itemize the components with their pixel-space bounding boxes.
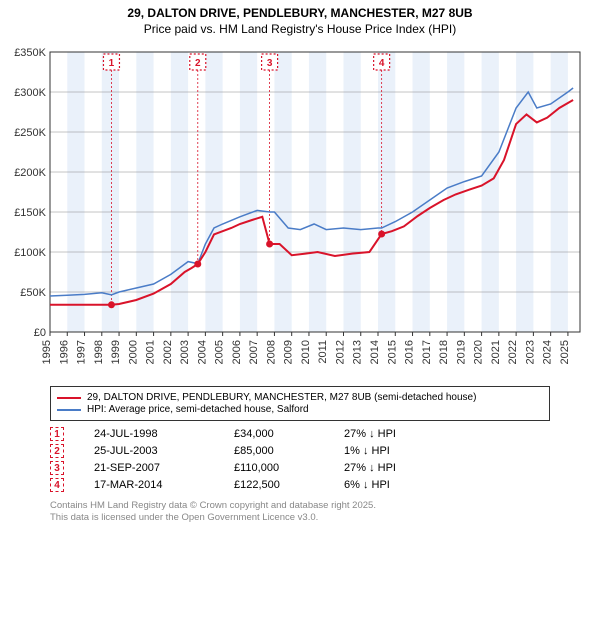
svg-text:£0: £0 — [34, 327, 46, 339]
sale-price: £122,500 — [234, 479, 344, 491]
svg-text:2001: 2001 — [145, 340, 157, 364]
sale-delta: 27% ↓ HPI — [344, 428, 424, 440]
svg-text:£300K: £300K — [14, 87, 46, 99]
svg-text:2022: 2022 — [507, 340, 519, 364]
svg-text:1995: 1995 — [41, 340, 53, 364]
sale-marker: 2 — [50, 444, 64, 458]
svg-text:£100K: £100K — [14, 247, 46, 259]
svg-text:2025: 2025 — [559, 340, 571, 364]
svg-text:4: 4 — [379, 58, 385, 69]
sale-date: 17-MAR-2014 — [94, 479, 234, 491]
svg-text:1: 1 — [109, 58, 115, 69]
svg-text:1999: 1999 — [110, 340, 122, 364]
sale-price: £85,000 — [234, 445, 344, 457]
svg-text:2009: 2009 — [283, 340, 295, 364]
sale-date: 24-JUL-1998 — [94, 428, 234, 440]
footer: Contains HM Land Registry data © Crown c… — [50, 500, 550, 525]
sale-row: 1 24-JUL-1998£34,00027% ↓ HPI — [50, 427, 550, 441]
svg-text:2021: 2021 — [490, 340, 502, 364]
svg-text:2020: 2020 — [473, 340, 485, 364]
sale-marker: 1 — [50, 427, 64, 441]
svg-text:1998: 1998 — [93, 340, 105, 364]
sale-date: 25-JUL-2003 — [94, 445, 234, 457]
svg-text:2008: 2008 — [265, 340, 277, 364]
svg-text:£350K: £350K — [14, 47, 46, 59]
svg-text:2010: 2010 — [300, 340, 312, 364]
svg-text:3: 3 — [267, 58, 273, 69]
svg-text:2000: 2000 — [127, 340, 139, 364]
sale-delta: 1% ↓ HPI — [344, 445, 424, 457]
sale-marker: 3 — [50, 461, 64, 475]
svg-text:2016: 2016 — [404, 340, 416, 364]
sale-table: 124-JUL-1998£34,00027% ↓ HPI225-JUL-2003… — [50, 427, 550, 492]
legend-label: HPI: Average price, semi-detached house,… — [87, 404, 309, 415]
svg-text:2023: 2023 — [524, 340, 536, 364]
svg-text:1996: 1996 — [58, 340, 70, 364]
svg-text:2024: 2024 — [542, 340, 554, 364]
sale-price: £110,000 — [234, 462, 344, 474]
svg-text:2005: 2005 — [214, 340, 226, 364]
sale-delta: 6% ↓ HPI — [344, 479, 424, 491]
sale-marker: 4 — [50, 478, 64, 492]
page-subtitle: Price paid vs. HM Land Registry's House … — [0, 22, 600, 36]
sale-row: 4 17-MAR-2014£122,5006% ↓ HPI — [50, 478, 550, 492]
legend-label: 29, DALTON DRIVE, PENDLEBURY, MANCHESTER… — [87, 392, 476, 403]
footer-line-1: Contains HM Land Registry data © Crown c… — [50, 500, 550, 512]
svg-text:2015: 2015 — [386, 340, 398, 364]
legend: 29, DALTON DRIVE, PENDLEBURY, MANCHESTER… — [50, 386, 550, 421]
sale-row: 3 21-SEP-2007£110,00027% ↓ HPI — [50, 461, 550, 475]
svg-text:2003: 2003 — [179, 340, 191, 364]
svg-text:£200K: £200K — [14, 167, 46, 179]
chart-container: £0 £50K £100K £150K £200K £250K £300K £350K 1995… — [0, 42, 600, 382]
svg-text:1997: 1997 — [76, 340, 88, 364]
svg-text:2019: 2019 — [455, 340, 467, 364]
svg-text:£150K: £150K — [14, 207, 46, 219]
svg-text:2018: 2018 — [438, 340, 450, 364]
svg-text:£50K: £50K — [20, 287, 46, 299]
footer-line-2: This data is licensed under the Open Gov… — [50, 512, 550, 524]
legend-swatch — [57, 397, 81, 399]
svg-text:2006: 2006 — [231, 340, 243, 364]
svg-text:2004: 2004 — [196, 340, 208, 364]
legend-item: HPI: Average price, semi-detached house,… — [57, 404, 543, 415]
svg-text:£250K: £250K — [14, 127, 46, 139]
svg-text:2011: 2011 — [317, 340, 329, 364]
svg-text:2002: 2002 — [162, 340, 174, 364]
svg-text:2012: 2012 — [334, 340, 346, 364]
svg-text:2: 2 — [195, 58, 201, 69]
svg-text:2007: 2007 — [248, 340, 260, 364]
svg-text:2017: 2017 — [421, 340, 433, 364]
sale-delta: 27% ↓ HPI — [344, 462, 424, 474]
sale-date: 21-SEP-2007 — [94, 462, 234, 474]
svg-text:2013: 2013 — [352, 340, 364, 364]
sale-price: £34,000 — [234, 428, 344, 440]
legend-item: 29, DALTON DRIVE, PENDLEBURY, MANCHESTER… — [57, 392, 543, 403]
sale-row: 2 25-JUL-2003£85,0001% ↓ HPI — [50, 444, 550, 458]
page-title: 29, DALTON DRIVE, PENDLEBURY, MANCHESTER… — [0, 6, 600, 20]
legend-swatch — [57, 409, 81, 411]
svg-text:2014: 2014 — [369, 340, 381, 364]
price-chart: £0 £50K £100K £150K £200K £250K £300K £350K 1995… — [0, 42, 600, 382]
